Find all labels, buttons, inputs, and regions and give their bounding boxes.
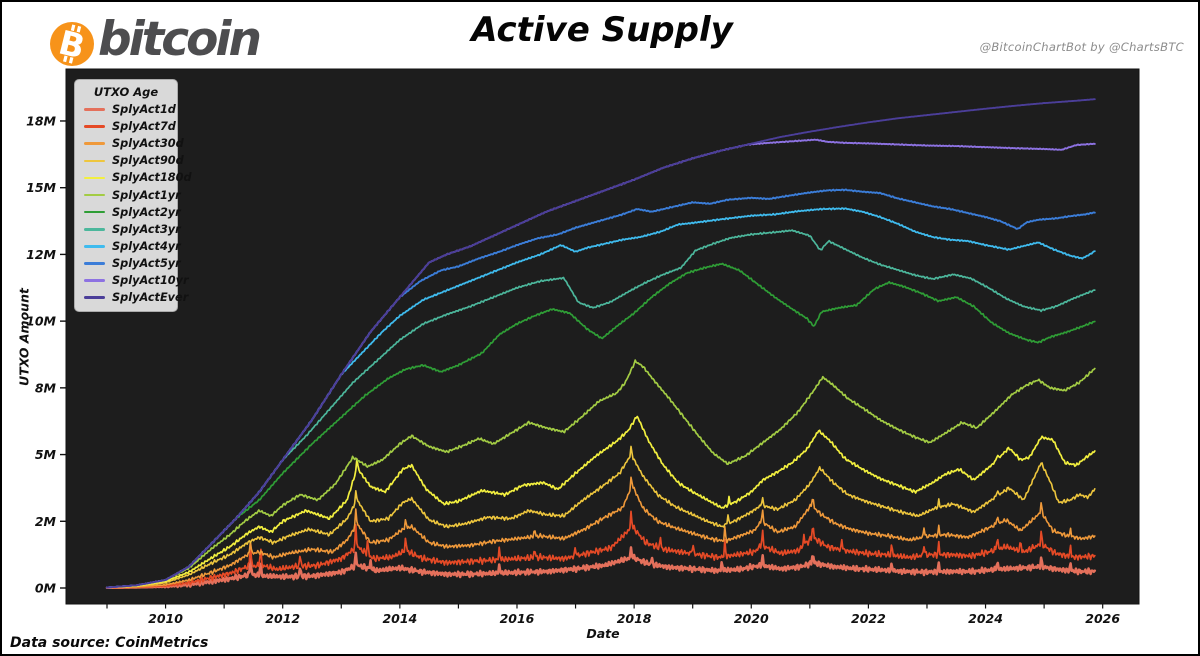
y-tick-label: 12M: [26, 247, 56, 262]
y-tick-label: 18M: [26, 113, 56, 128]
x-tick-label: 2026: [1085, 611, 1120, 626]
legend-swatch: [84, 210, 105, 214]
y-tick-label: 0M: [35, 581, 57, 596]
x-tick-label: 2022: [851, 611, 886, 626]
bitcoin-logo-icon: B: [50, 22, 94, 66]
legend-item-SplyAct3yr: SplyAct3yr: [75, 221, 181, 238]
y-tick-label: 8M: [35, 380, 57, 395]
legend-item-SplyActEver: SplyActEver: [75, 289, 188, 306]
series-line-SplyAct90d: [106, 445, 1096, 589]
legend-label: SplyActEver: [112, 291, 189, 305]
series-line-SplyActEver: [106, 98, 1096, 589]
legend-swatch: [84, 262, 105, 265]
legend-item-SplyAct10yr: SplyAct10yr: [75, 272, 189, 289]
series-lines: [105, 98, 1097, 589]
series-line-SplyAct1d: [105, 546, 1097, 589]
y-tick-label: 10M: [26, 314, 56, 329]
legend-label: SplyAct3yr: [112, 222, 181, 236]
y-tick-label: 2M: [35, 514, 57, 529]
plot-background: [65, 68, 1140, 605]
series-line-SplyAct1yr: [106, 359, 1096, 589]
legend-label: SplyAct5yr: [112, 256, 181, 270]
legend-label: SplyAct180d: [112, 171, 192, 185]
legend-title: UTXO Age: [93, 85, 159, 99]
y-tick-label: 5M: [35, 447, 57, 462]
legend-label: SplyAct1yr: [112, 188, 181, 202]
legend-label: SplyAct1d: [112, 103, 176, 117]
legend-item-SplyAct2yr: SplyAct2yr: [75, 204, 181, 221]
chart-canvas: 0M 2M 5M 8M 10M 12M 15M 18M 2010 2012 2014 2016 2018…: [26, 68, 1140, 626]
legend-label: SplyAct30d: [112, 137, 184, 151]
legend-swatch: [84, 296, 105, 299]
x-tick-label: 2024: [968, 611, 1003, 626]
series-line-SplyAct7d: [106, 510, 1096, 589]
legend-item-SplyAct1d: SplyAct1d: [75, 101, 177, 118]
y-axis-title: UTXO Amount: [16, 288, 32, 386]
legend-swatch: [84, 108, 105, 111]
legend-label: SplyAct2yr: [112, 205, 181, 219]
legend-swatch: [84, 176, 105, 180]
legend-item-SplyAct180d: SplyAct180d: [75, 169, 192, 186]
axis-ticks: 0M 2M 5M 8M 10M 12M 15M 18M 2010 2012 2014 2016 2018…: [26, 113, 1120, 626]
x-tick-label: 2020: [734, 611, 769, 626]
x-tick-label: 2012: [265, 611, 300, 626]
legend-item-SplyAct5yr: SplyAct5yr: [75, 255, 181, 272]
data-source-note: Data source: CoinMetrics: [10, 635, 209, 651]
page-title: Active Supply: [471, 10, 733, 50]
x-tick-label: 2014: [382, 611, 417, 626]
y-tick-label: 15M: [26, 180, 56, 195]
legend-swatch: [84, 125, 105, 128]
legend-item-SplyAct4yr: SplyAct4yr: [75, 238, 181, 255]
legend-swatch: [84, 142, 105, 146]
x-tick-label: 2016: [500, 611, 535, 626]
legend-swatch: [84, 193, 105, 197]
legend-swatch: [84, 245, 105, 248]
series-line-SplyAct30d: [106, 476, 1096, 589]
x-tick-label: 2018: [617, 611, 652, 626]
legend-label: SplyAct4yr: [112, 239, 181, 253]
legend: UTXO Age SplyAct1d SplyAct7d SplyAct30d Spl…: [74, 79, 192, 313]
legend-item-SplyAct30d: SplyAct30d: [75, 135, 184, 152]
x-tick-label: 2010: [148, 611, 183, 626]
legend-swatch: [84, 159, 105, 163]
legend-swatch: [84, 279, 105, 282]
x-axis-title: Date: [586, 626, 620, 641]
series-line-SplyAct180d: [106, 415, 1096, 589]
legend-item-SplyAct7d: SplyAct7d: [75, 118, 177, 135]
legend-swatch: [84, 227, 105, 231]
series-line-SplyAct2yr: [106, 262, 1096, 589]
attribution-text: @BitcoinChartBot by @ChartsBTC: [979, 40, 1184, 54]
legend-label: SplyAct10yr: [112, 273, 189, 287]
legend-item-SplyAct1yr: SplyAct1yr: [75, 186, 181, 203]
legend-label: SplyAct7d: [112, 120, 176, 134]
brand-wordmark: bitcoin: [98, 12, 262, 67]
legend-item-SplyAct90d: SplyAct90d: [75, 152, 184, 169]
chart-plot-area: 0M 2M 5M 8M 10M 12M 15M 18M 2010 2012 2014 2016 2018…: [26, 68, 1140, 626]
legend-label: SplyAct90d: [112, 154, 184, 168]
